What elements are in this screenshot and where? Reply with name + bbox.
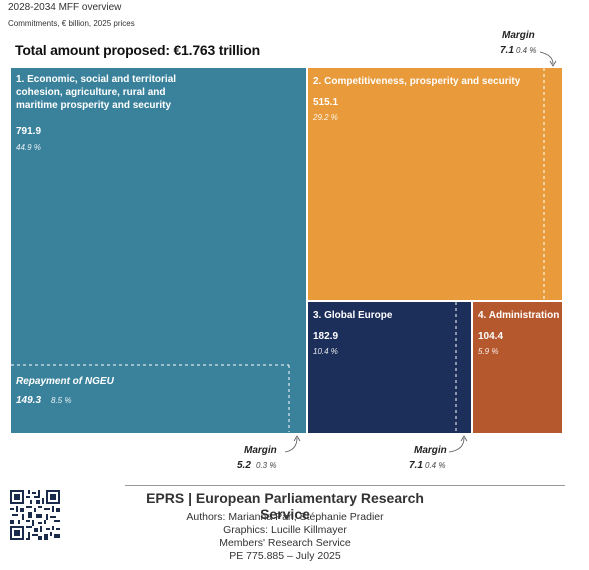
chart-header-title: 2028-2034 MFF overview: [8, 2, 122, 13]
block-percent: 44.9 %: [16, 143, 41, 152]
margin-percent-global-europe: 0.4 %: [425, 461, 446, 470]
sub-block-percent: 8.5 %: [51, 396, 72, 405]
margin-value-global-europe: 7.1: [409, 460, 423, 471]
block-value: 182.9: [313, 331, 339, 342]
margin-value-cohesion: 5.2: [237, 460, 251, 471]
margin-label-cohesion: Margin: [244, 445, 277, 456]
block-percent: 29.2 %: [313, 113, 338, 122]
footer-divider: [125, 485, 565, 486]
treemap-block-global-europe: 3. Global Europe 182.9 10.4 %: [308, 302, 471, 433]
margin-label-competitiveness: Margin: [502, 30, 535, 41]
margin-percent-competitiveness: 0.4 %: [516, 46, 537, 55]
footer-reference: PE 775.885 – July 2025: [229, 550, 341, 562]
arrow-head: [460, 435, 468, 442]
block-label: 1. Economic, social and territorial cohe…: [16, 74, 177, 111]
footer-graphics: Graphics: Lucille Killmayer: [223, 524, 347, 536]
footer-organization: EPRS | European Parliamentary Research S…: [146, 490, 424, 522]
block-value: 104.4: [478, 331, 504, 342]
margin-value-competitiveness: 7.1: [500, 45, 514, 56]
sub-block-value: 149.3: [16, 395, 42, 406]
arrow-head: [549, 60, 557, 67]
treemap-block-administration: 4. Administration 104.4 5.9 %: [473, 302, 562, 433]
sub-block-label: Repayment of NGEU: [16, 376, 114, 387]
block-percent: 10.4 %: [313, 347, 338, 356]
footer-authors: Authors: Marianna Pari, Stéphanie Pradie…: [186, 511, 384, 523]
chart-title: Total amount proposed: €1.763 trillion: [15, 42, 260, 58]
block-label: 4. Administration: [478, 310, 560, 321]
treemap-block-cohesion: 1. Economic, social and territorial cohe…: [11, 68, 306, 433]
chart-header-subtitle: Commitments, € billion, 2025 prices: [8, 19, 135, 28]
footer-service: Members' Research Service: [219, 537, 351, 549]
block-label: 2. Competitiveness, prosperity and secur…: [313, 76, 521, 87]
arrow-connector: [284, 437, 298, 453]
margin-percent-cohesion: 0.3 %: [256, 461, 277, 470]
arrow-connector: [448, 437, 465, 453]
treemap-block-competitiveness: 2. Competitiveness, prosperity and secur…: [308, 68, 562, 300]
margin-label-global-europe: Margin: [414, 445, 447, 456]
qr-code-icon: [10, 490, 60, 540]
block-percent: 5.9 %: [478, 347, 499, 356]
arrow-head: [293, 435, 301, 442]
block-value: 515.1: [313, 97, 339, 108]
block-value: 791.9: [16, 126, 42, 137]
block-label: 3. Global Europe: [313, 310, 393, 321]
arrow-connector: [539, 51, 554, 65]
